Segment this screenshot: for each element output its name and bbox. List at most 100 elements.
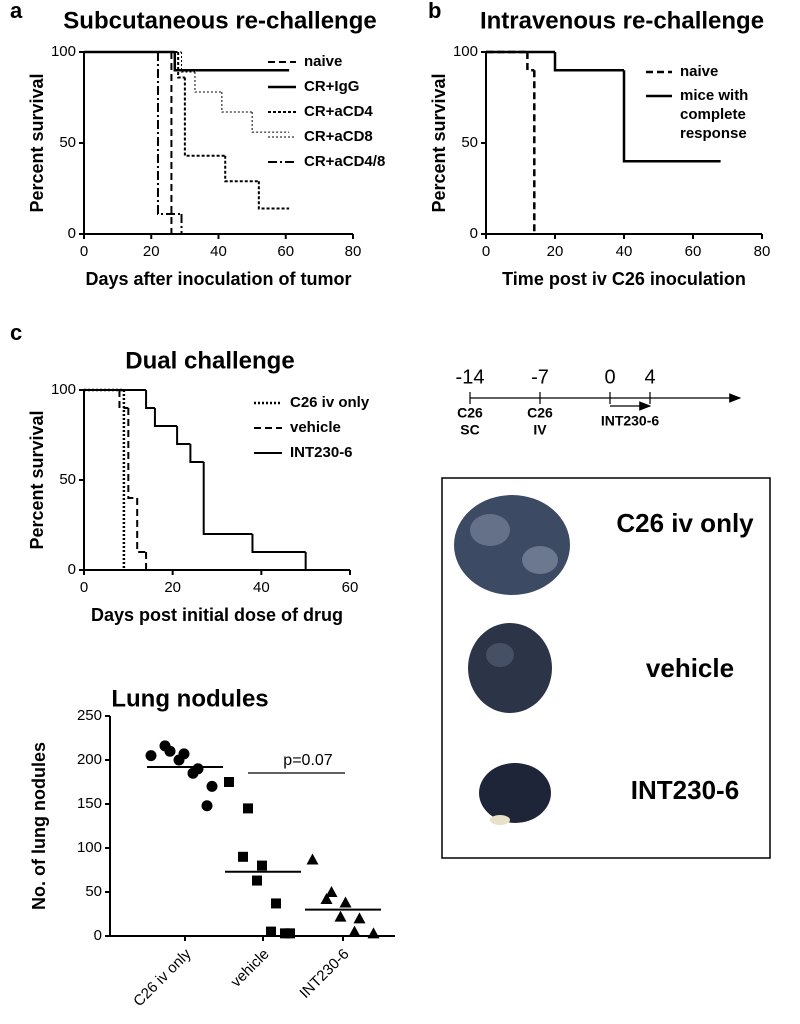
x-tick-label: 60 xyxy=(342,579,359,596)
data-point xyxy=(280,928,290,939)
lung-photo xyxy=(454,495,570,825)
y-axis-label: Percent survival xyxy=(429,73,449,212)
survival-step xyxy=(526,52,535,72)
survival-step xyxy=(251,112,290,133)
event-label: C26 xyxy=(457,405,483,421)
x-tick-label: 80 xyxy=(754,243,771,260)
legend-box: CR+aCD4 xyxy=(304,103,373,120)
data-point xyxy=(187,767,199,779)
panel-label: a xyxy=(10,0,23,23)
data-point xyxy=(201,800,213,812)
survival-step xyxy=(153,408,178,427)
x-tick-label: C26 iv only xyxy=(130,945,195,1010)
legend-label: naive xyxy=(680,63,719,80)
panel-label: b xyxy=(428,0,441,23)
legend-box: CR+aCD8 xyxy=(304,128,373,145)
photo-label: vehicle xyxy=(646,653,734,683)
survival-step xyxy=(183,77,226,157)
y-tick-label: 100 xyxy=(51,43,76,60)
survival-step xyxy=(181,52,195,73)
legend-label: CR+IgG xyxy=(304,78,360,95)
survival-step xyxy=(156,52,182,215)
legend-label: CR+aCD4 xyxy=(304,103,373,120)
timeline-tick-label: -7 xyxy=(531,366,549,388)
x-tick-label: 80 xyxy=(345,243,362,260)
panel-label: c xyxy=(10,320,22,345)
chart-title: Lung nodules xyxy=(111,685,268,712)
data-point xyxy=(271,898,281,909)
survival-step xyxy=(221,92,253,113)
timeline-tick-label: -14 xyxy=(456,366,485,388)
legend-label: CR+aCD4/8 xyxy=(304,153,386,170)
legend-box: CR+aCD4/8 xyxy=(304,153,386,170)
data-point xyxy=(320,893,333,905)
y-tick-label: 100 xyxy=(453,43,478,60)
data-point xyxy=(325,886,338,897)
legend-label: INT230-6 xyxy=(290,444,353,461)
survival-step xyxy=(173,52,290,72)
survival-step xyxy=(224,155,259,183)
x-tick-label: 20 xyxy=(547,243,564,260)
survival-step xyxy=(257,181,290,210)
photo-label: C26 iv only xyxy=(616,508,754,538)
y-axis-label: Percent survival xyxy=(27,73,47,212)
chart-title: Dual challenge xyxy=(125,347,294,374)
timeline-tick-label: 4 xyxy=(644,366,655,388)
event-label: SC xyxy=(460,422,479,438)
x-tick-label: 40 xyxy=(253,579,270,596)
x-axis-label: Time post iv C26 inoculation xyxy=(502,269,746,289)
x-tick-label: 0 xyxy=(80,243,88,260)
survival-step xyxy=(118,390,129,409)
y-tick-label: 200 xyxy=(77,751,102,768)
significance-label: p=0.07 xyxy=(283,752,332,769)
data-point xyxy=(306,853,319,865)
survival-step xyxy=(251,534,306,553)
data-point xyxy=(257,860,267,871)
event-label: IV xyxy=(533,422,547,438)
y-tick-label: 50 xyxy=(59,471,76,488)
x-tick-label: 40 xyxy=(616,243,633,260)
y-tick-label: 50 xyxy=(85,883,102,900)
legend-label: C26 iv only xyxy=(290,394,370,411)
data-point xyxy=(252,875,262,886)
x-tick-label: 60 xyxy=(685,243,702,260)
legend-box: C26 iv only xyxy=(290,394,370,411)
timeline-tick-label: 0 xyxy=(604,366,615,388)
x-tick-label: 20 xyxy=(143,243,160,260)
survival-step xyxy=(127,408,138,499)
chart-title: Subcutaneous re-challenge xyxy=(63,7,376,34)
data-point xyxy=(145,750,157,762)
x-axis-label: Days after inoculation of tumor xyxy=(85,269,351,289)
photo-frame xyxy=(441,477,771,859)
y-tick-label: 50 xyxy=(59,134,76,151)
x-tick-label: vehicle xyxy=(228,946,273,991)
y-axis-label: No. of lung nodules xyxy=(29,742,49,910)
event-label: INT230-6 xyxy=(601,413,660,429)
y-tick-label: 0 xyxy=(68,561,76,578)
survival-step xyxy=(136,498,147,553)
data-point xyxy=(238,851,248,862)
legend-box: naive xyxy=(680,63,719,80)
x-tick-label: 60 xyxy=(277,243,294,260)
data-point xyxy=(159,740,171,752)
survival-step xyxy=(176,426,191,445)
survival-step xyxy=(553,52,624,72)
survival-step xyxy=(189,444,204,463)
legend-box: mice with complete response xyxy=(680,87,748,142)
chart-title: Intravenous re-challenge xyxy=(480,7,764,34)
data-point xyxy=(367,927,380,939)
survival-step xyxy=(145,390,155,409)
y-tick-label: 100 xyxy=(77,839,102,856)
x-tick-label: 0 xyxy=(80,579,88,596)
photo-label: INT230-6 xyxy=(631,775,739,805)
survival-step xyxy=(202,462,253,535)
y-tick-label: 150 xyxy=(77,795,102,812)
survival-step xyxy=(622,70,721,163)
event-label: C26 xyxy=(527,405,553,421)
data-point xyxy=(353,912,366,924)
survival-step xyxy=(194,72,222,93)
legend-box: vehicle xyxy=(290,419,341,436)
data-point xyxy=(334,910,347,922)
x-axis-label: Days post initial dose of drug xyxy=(91,605,343,625)
y-tick-label: 100 xyxy=(51,381,76,398)
